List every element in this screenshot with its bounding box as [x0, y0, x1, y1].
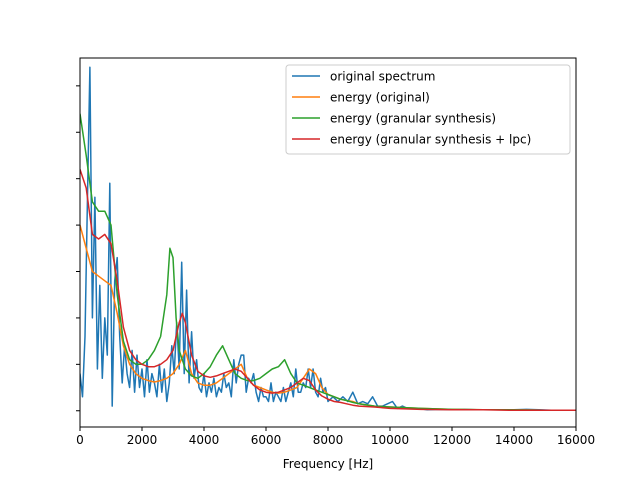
x-tick-label: 2000 — [127, 433, 158, 447]
legend-label-2: energy (granular synthesis) — [330, 112, 496, 126]
legend: original spectrum energy (original) energy… — [285, 64, 571, 155]
legend-label-0: original spectrum — [330, 70, 435, 84]
y-axis — [76, 85, 80, 412]
x-tick-label: 0 — [76, 433, 84, 447]
x-tick-label: 14000 — [495, 433, 533, 447]
x-tick-label: 4000 — [189, 433, 220, 447]
legend-label-1: energy (original) — [330, 91, 430, 105]
x-tick-label: 6000 — [251, 433, 282, 447]
series-line-3 — [80, 169, 576, 412]
plot-series — [80, 66, 576, 412]
legend-box — [285, 64, 571, 155]
series-line-0 — [80, 66, 576, 412]
x-axis-label: Frequency [Hz] — [283, 457, 374, 471]
x-tick-label: 8000 — [313, 433, 344, 447]
x-tick-label: 10000 — [371, 433, 409, 447]
x-tick-label: 16000 — [557, 433, 595, 447]
x-tick-label: 12000 — [433, 433, 471, 447]
x-axis: 0 2000 4000 6000 8000 10000 12000 14000 16000 — [76, 427, 595, 447]
legend-label-3: energy (granular synthesis + lpc) — [330, 133, 531, 147]
series-line-2 — [80, 113, 576, 412]
